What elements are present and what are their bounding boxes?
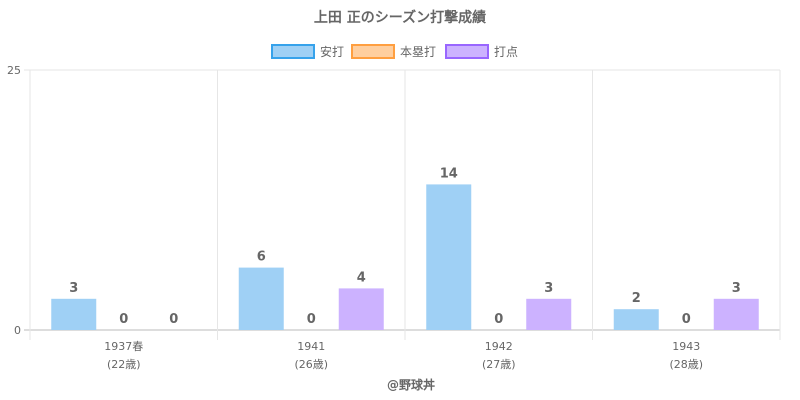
legend-swatch-1[interactable] xyxy=(351,44,395,59)
data-label-1943-2: 3 xyxy=(732,281,741,296)
credit-text: @野球丼 xyxy=(387,377,435,392)
bar-1943-0[interactable] xyxy=(613,309,659,330)
bars xyxy=(51,184,759,330)
x-tick-sublabel-2: (27歳) xyxy=(482,358,516,371)
x-tick-sublabel-0: (22歳) xyxy=(107,358,141,371)
x-tick-label-1: 1941 xyxy=(297,340,325,353)
x-axis: 1937春 (22歳) 1941 (26歳) 1942 (27歳) 1943 (28歳) xyxy=(104,340,703,371)
bar-1943-2[interactable] xyxy=(713,298,759,330)
legend-label-1[interactable]: 本塁打 xyxy=(400,45,436,59)
chart-title: 上田 正のシーズン打撃成績 xyxy=(314,9,486,26)
data-label-1941-1: 0 xyxy=(307,312,316,327)
data-label-1941-2: 4 xyxy=(357,270,366,285)
bar-1937-0[interactable] xyxy=(51,298,97,330)
x-tick-label-0: 1937春 xyxy=(104,340,143,353)
x-tick-label-2: 1942 xyxy=(485,340,513,353)
bar-1941-0[interactable] xyxy=(238,267,284,330)
data-label-1943-0: 2 xyxy=(632,291,641,306)
data-label-1942-0: 14 xyxy=(440,166,458,181)
y-tick-label-1: 25 xyxy=(7,64,21,77)
legend-label-0[interactable]: 安打 xyxy=(320,44,344,59)
legend-label-2[interactable]: 打点 xyxy=(494,45,518,59)
data-label-1941-0: 6 xyxy=(257,250,266,265)
x-tick-sublabel-3: (28歳) xyxy=(669,358,703,371)
y-tick-label-0: 0 xyxy=(14,324,21,337)
bar-1942-2[interactable] xyxy=(526,298,572,330)
bar-1941-2[interactable] xyxy=(338,288,384,330)
legend: 安打 本塁打 打点 xyxy=(271,44,518,59)
data-labels: 3 0 0 6 0 4 14 0 3 2 0 3 xyxy=(69,166,741,327)
bar-1942-0[interactable] xyxy=(426,184,472,330)
data-label-1942-2: 3 xyxy=(544,281,553,296)
grid xyxy=(24,69,781,340)
x-tick-label-3: 1943 xyxy=(672,340,700,353)
legend-swatch-2[interactable] xyxy=(445,44,489,59)
x-tick-sublabel-1: (26歳) xyxy=(294,358,328,371)
data-label-1937-1: 0 xyxy=(119,312,128,327)
legend-swatch-0[interactable] xyxy=(271,44,315,59)
data-label-1942-1: 0 xyxy=(494,312,503,327)
data-label-1937-2: 0 xyxy=(169,312,178,327)
data-label-1937-0: 3 xyxy=(69,281,78,296)
data-label-1943-1: 0 xyxy=(682,312,691,327)
y-axis: 0 25 xyxy=(7,64,21,337)
